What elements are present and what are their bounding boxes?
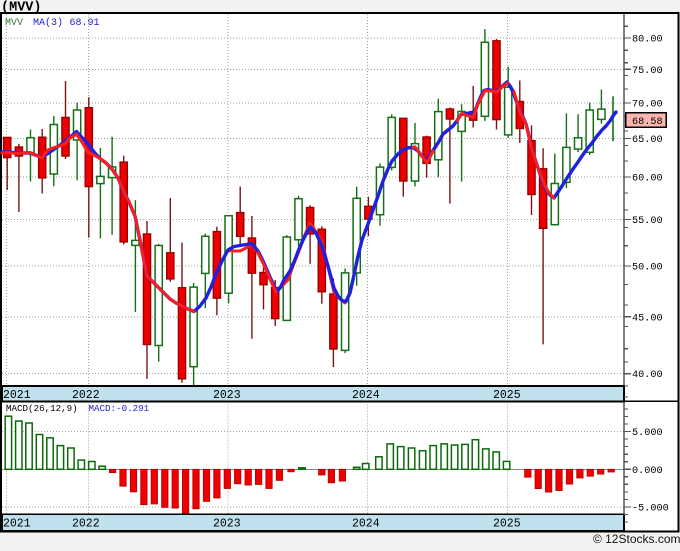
svg-text:(MVV): (MVV) [1, 1, 42, 16]
svg-text:55.00: 55.00 [632, 216, 663, 227]
svg-text:2022: 2022 [72, 518, 100, 531]
svg-text:2023: 2023 [213, 389, 241, 402]
svg-text:60.00: 60.00 [632, 174, 663, 185]
svg-text:68.58: 68.58 [632, 117, 663, 128]
svg-text:2025: 2025 [493, 389, 521, 402]
svg-text:MVV: MVV [5, 18, 23, 29]
svg-text:2021: 2021 [3, 518, 31, 531]
svg-text:MACD(26,12,9): MACD(26,12,9) [6, 403, 78, 414]
svg-text:MA(3): MA(3) [33, 17, 63, 29]
svg-text:70.00: 70.00 [632, 100, 663, 111]
svg-text:0.000: 0.000 [632, 466, 663, 477]
svg-text:MACD:-0.291: MACD:-0.291 [89, 403, 150, 414]
svg-text:75.00: 75.00 [632, 66, 663, 77]
svg-text:-5.000: -5.000 [632, 504, 669, 515]
svg-text:© 12Stocks.com: © 12Stocks.com [593, 532, 680, 546]
svg-text:45.00: 45.00 [632, 313, 663, 324]
svg-text:65.00: 65.00 [632, 135, 663, 146]
svg-text:2023: 2023 [213, 518, 241, 531]
svg-text:2021: 2021 [3, 389, 31, 402]
svg-text:5.000: 5.000 [632, 428, 663, 439]
svg-text:2025: 2025 [493, 518, 521, 531]
svg-text:2024: 2024 [352, 389, 380, 402]
svg-text:68.91: 68.91 [70, 18, 100, 29]
svg-text:80.00: 80.00 [632, 35, 663, 46]
svg-text:50.00: 50.00 [632, 263, 663, 274]
svg-text:2024: 2024 [352, 518, 380, 531]
svg-text:2022: 2022 [72, 389, 100, 402]
svg-text:40.00: 40.00 [632, 370, 663, 381]
